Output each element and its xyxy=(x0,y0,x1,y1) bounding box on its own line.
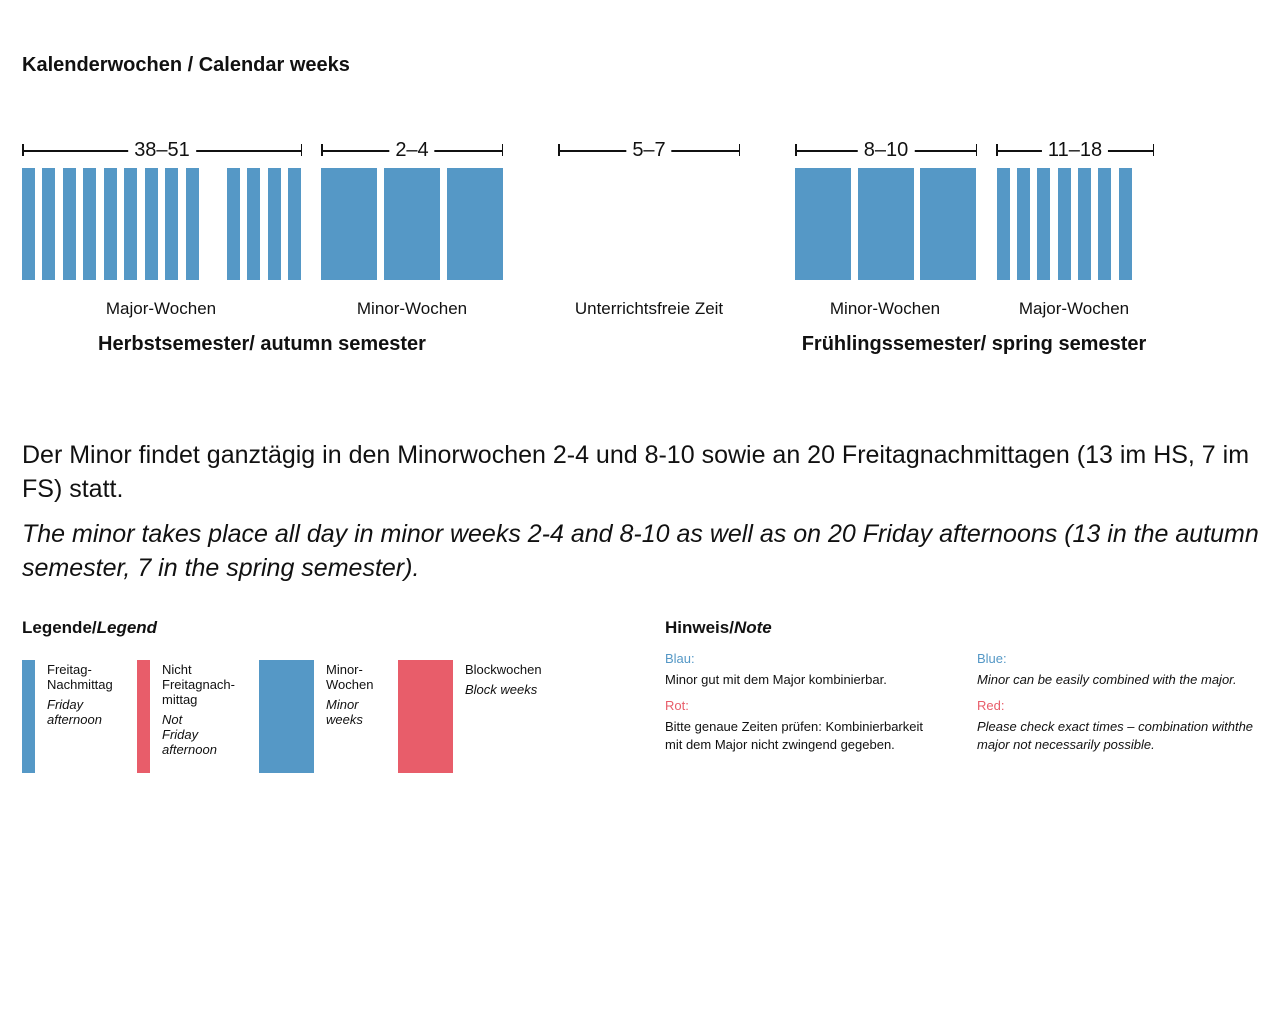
legend-swatch-minor-weeks xyxy=(259,660,314,773)
friday-afternoon-bar xyxy=(1017,168,1030,280)
range-label: 2–4 xyxy=(389,138,435,162)
range-label: 11–18 xyxy=(1041,138,1109,162)
legend-swatch-block-weeks xyxy=(398,660,453,773)
minor-week-bar xyxy=(447,168,503,280)
range-bracket-5-7: 5–7 xyxy=(558,138,740,162)
note-red-label: Rot: xyxy=(665,698,689,713)
note-red-label: Red: xyxy=(977,698,1005,713)
friday-afternoon-bar xyxy=(165,168,178,280)
legend-item-block-weeks: Blockwochen Block weeks xyxy=(465,662,575,697)
friday-afternoon-bar xyxy=(124,168,137,280)
segment-label-major-autumn: Major-Wochen xyxy=(105,299,217,318)
friday-afternoon-bar xyxy=(1119,168,1132,280)
friday-afternoon-bar xyxy=(268,168,281,280)
note-english: Blue: Minor can be easily combined with … xyxy=(977,650,1262,762)
friday-afternoon-bar xyxy=(1098,168,1111,280)
legend-item-not-friday-afternoon: Nicht Freitagnach- mittag Not Friday aft… xyxy=(162,662,252,757)
friday-afternoon-bar xyxy=(997,168,1010,280)
note-blue-label: Blue: xyxy=(977,651,1007,666)
segment-label-minor-spring: Minor-Wochen xyxy=(829,299,941,318)
legend-label-en: Minor weeks xyxy=(326,697,363,727)
description-english: The minor takes place all day in minor w… xyxy=(22,520,1259,582)
friday-afternoon-bar xyxy=(145,168,158,280)
segment-label-break: Unterrichtsfreie Zeit xyxy=(574,299,724,318)
friday-afternoon-bar xyxy=(83,168,96,280)
semester-label-autumn: Herbstsemester/ autumn semester xyxy=(98,333,426,355)
minor-week-bar xyxy=(384,168,440,280)
range-label: 8–10 xyxy=(857,138,915,162)
legend-swatch-not-friday-afternoon xyxy=(137,660,150,773)
range-bracket-8-10: 8–10 xyxy=(795,138,977,162)
note-red-text: Bitte genaue Zeiten prüfen: Kombinierbar… xyxy=(665,719,923,752)
legend-title-en: Legend xyxy=(96,618,158,637)
friday-afternoon-bar xyxy=(104,168,117,280)
range-label: 38–51 xyxy=(128,138,196,162)
semester-label-spring: Frühlingssemester/ spring semester xyxy=(801,333,1147,355)
note-blue-text: Minor can be easily combined with the ma… xyxy=(977,672,1237,687)
legend-label-de: Blockwochen xyxy=(465,662,542,677)
friday-afternoon-bar xyxy=(247,168,260,280)
friday-afternoon-bar xyxy=(227,168,240,280)
page-title: Kalenderwochen / Calendar weeks xyxy=(22,54,350,76)
minor-week-bar xyxy=(858,168,914,280)
friday-afternoon-bar xyxy=(42,168,55,280)
range-bracket-38-51: 38–51 xyxy=(22,138,302,162)
legend-label-de: Nicht Freitagnach- mittag xyxy=(162,662,235,707)
legend-label-en: Not Friday afternoon xyxy=(162,712,217,757)
friday-afternoon-bar xyxy=(22,168,35,280)
minor-week-bar xyxy=(920,168,976,280)
legend-label-de: Minor- Wochen xyxy=(326,662,374,692)
legend-label-de: Freitag- Nachmittag xyxy=(47,662,113,692)
range-label: 5–7 xyxy=(626,138,672,162)
friday-afternoon-bar xyxy=(63,168,76,280)
friday-afternoon-bar xyxy=(288,168,301,280)
range-bracket-2-4: 2–4 xyxy=(321,138,503,162)
friday-afternoon-bar xyxy=(186,168,199,280)
legend-title: Legende/Legend xyxy=(22,618,157,638)
note-blue-label: Blau: xyxy=(665,651,695,666)
segment-label-major-spring: Major-Wochen xyxy=(1018,299,1130,318)
note-blue-text: Minor gut mit dem Major kombinierbar. xyxy=(665,672,887,687)
legend-title-de: Legende/ xyxy=(22,618,97,637)
note-title-en: Note xyxy=(733,618,772,637)
friday-afternoon-bar xyxy=(1037,168,1050,280)
minor-week-bar xyxy=(795,168,851,280)
legend-label-en: Block weeks xyxy=(465,682,538,697)
friday-afternoon-bar xyxy=(1058,168,1071,280)
segment-label-minor-autumn: Minor-Wochen xyxy=(356,299,468,318)
note-title-de: Hinweis/ xyxy=(665,618,734,637)
legend-item-minor-weeks: Minor- Wochen Minor weeks xyxy=(326,662,396,727)
range-bracket-11-18: 11–18 xyxy=(996,138,1154,162)
note-title: Hinweis/Note xyxy=(665,618,772,638)
legend-item-friday-afternoon: Freitag- Nachmittag Friday afternoon xyxy=(47,662,132,727)
legend-label-en: Friday afternoon xyxy=(47,697,102,727)
friday-afternoon-bar xyxy=(1078,168,1091,280)
legend-swatch-friday-afternoon xyxy=(22,660,35,773)
minor-week-bar xyxy=(321,168,377,280)
note-red-text: Please check exact times – combination w… xyxy=(977,719,1254,752)
description-german: Der Minor findet ganztägig in den Minorw… xyxy=(22,441,1250,503)
note-german: Blau: Minor gut mit dem Major kombinierb… xyxy=(665,650,940,762)
